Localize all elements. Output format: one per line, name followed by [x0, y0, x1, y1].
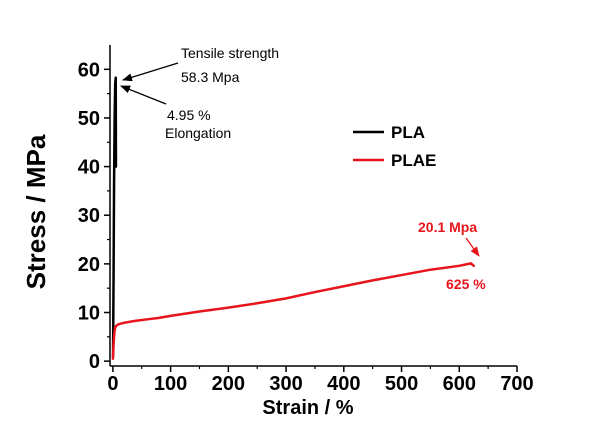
- x-tick-label: 300: [269, 373, 302, 395]
- series-layer: [111, 76, 475, 360]
- y-tick-label: 60: [78, 59, 100, 81]
- x-tick-label: 500: [385, 373, 418, 395]
- x-tick-label: 700: [500, 373, 533, 395]
- y-tick-label: 20: [78, 254, 100, 276]
- legend-label-plae: PLAE: [391, 151, 436, 170]
- y-tick-label: 50: [78, 108, 100, 130]
- y-tick-label: 40: [78, 157, 100, 179]
- series-line-plae: [111, 262, 475, 360]
- y-axis-title: Stress / MPa: [21, 134, 51, 289]
- x-tick-label: 100: [154, 373, 187, 395]
- x-tick-label: 0: [107, 373, 118, 395]
- y-tick-label: 10: [78, 303, 100, 325]
- annotation-plae-strain: 625 %: [446, 276, 486, 292]
- annotation-tensile-label: Tensile strength: [181, 45, 279, 61]
- y-tick-label: 0: [89, 351, 100, 373]
- annotation-plae-stress: 20.1 Mpa: [418, 219, 477, 235]
- legend: PLA PLAE: [353, 123, 436, 170]
- annotation-elongation-value: 4.95 %: [167, 107, 211, 123]
- x-tick-label: 200: [212, 373, 245, 395]
- annotation-tensile-value: 58.3 Mpa: [181, 69, 240, 85]
- series-line-pla: [111, 76, 118, 358]
- legend-label-pla: PLA: [391, 123, 425, 142]
- annotation-elongation-arrow: [120, 85, 167, 105]
- x-tick-label: 400: [327, 373, 360, 395]
- annotation-plae-arrow: [465, 237, 480, 257]
- x-tick-label: 600: [443, 373, 476, 395]
- axes: 0 100 200 300 400 500 600 700 0 10 20 30 40 50 60: [78, 45, 534, 395]
- x-axis-title: Strain / %: [262, 397, 353, 419]
- annotation-elongation-label: Elongation: [165, 125, 231, 141]
- annotation-tensile-arrow: [122, 62, 179, 82]
- y-tick-label: 30: [78, 205, 100, 227]
